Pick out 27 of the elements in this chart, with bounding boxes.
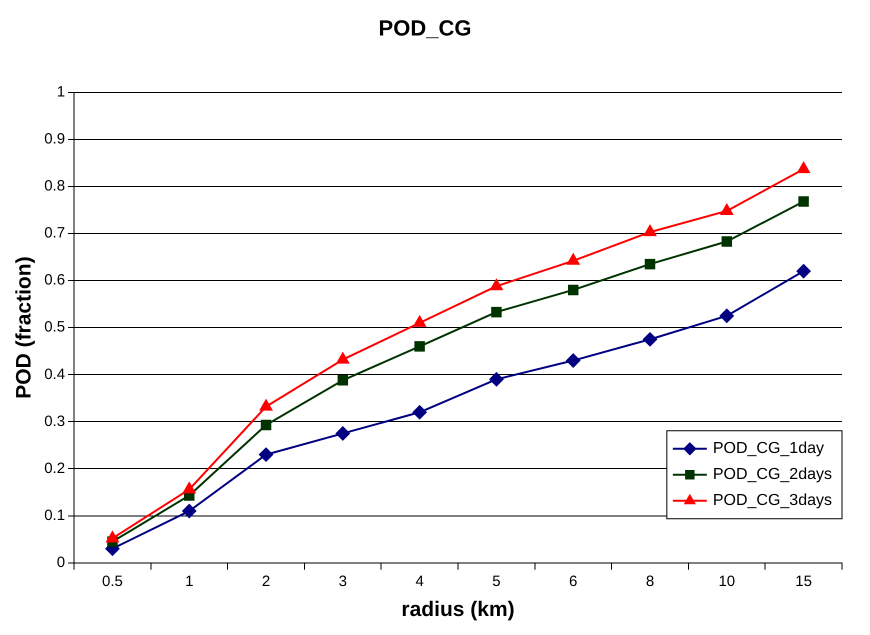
y-tick-label: 0.7 xyxy=(44,224,66,242)
x-tick-label: 0.5 xyxy=(102,572,123,590)
y-tick-label: 0.6 xyxy=(44,272,66,289)
y-tick-label: 1 xyxy=(56,84,66,101)
y-axis-title: POD (fraction) xyxy=(12,256,36,399)
y-tick-label: 0.9 xyxy=(44,130,66,148)
x-tick-label: 8 xyxy=(646,572,654,590)
y-tick-label: 0 xyxy=(56,554,66,571)
legend-label: POD_CG_2days xyxy=(712,466,832,484)
y-tick-label: 0.3 xyxy=(44,412,66,430)
chart-title: POD_CG xyxy=(378,15,472,40)
x-tick-label: 5 xyxy=(492,572,501,590)
x-tick-label: 10 xyxy=(718,572,736,590)
x-tick-label: 1 xyxy=(185,572,194,590)
y-tick-label: 0.2 xyxy=(44,460,66,477)
y-tick-label: 0.1 xyxy=(44,506,66,524)
legend-label: POD_CG_1day xyxy=(712,440,824,458)
y-tick-label: 0.5 xyxy=(44,318,66,336)
x-tick-label: 4 xyxy=(415,572,424,590)
x-axis-title: radius (km) xyxy=(401,598,515,622)
x-tick-label: 15 xyxy=(795,572,812,590)
y-tick-label: 0.4 xyxy=(44,366,66,383)
x-tick-label: 2 xyxy=(262,572,270,590)
y-tick-label: 0.8 xyxy=(44,178,66,195)
x-tick-label: 3 xyxy=(338,572,348,590)
x-tick-label: 6 xyxy=(569,572,578,590)
legend-label: POD_CG_3days xyxy=(712,492,832,510)
